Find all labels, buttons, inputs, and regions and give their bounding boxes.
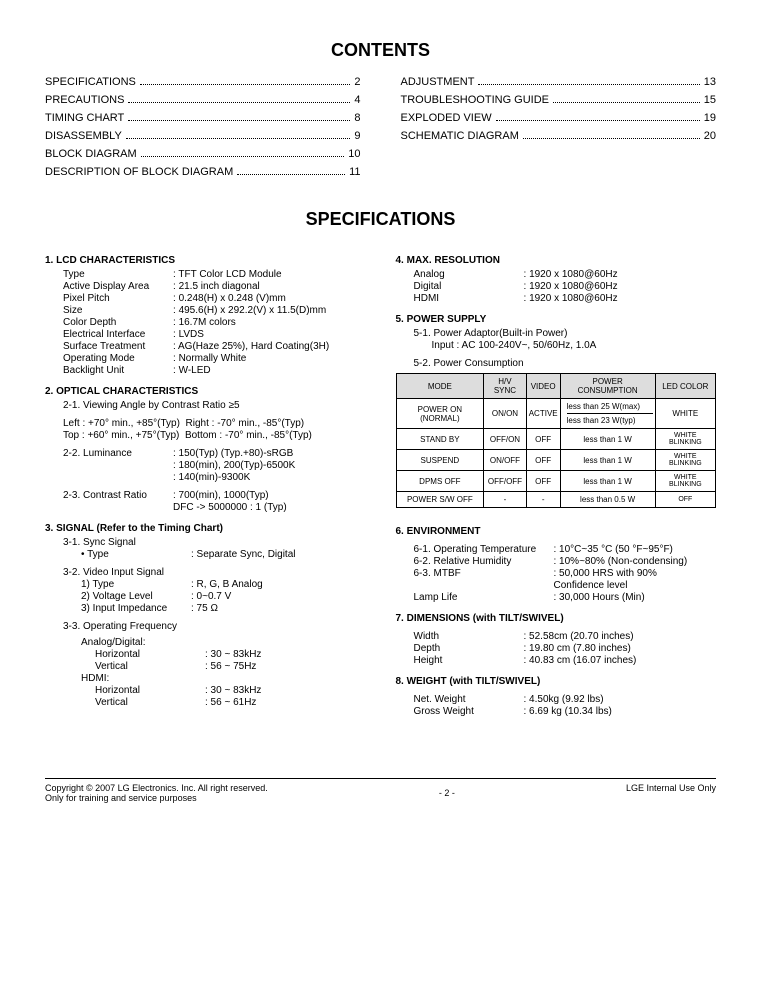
sec2-title: 2. OPTICAL CHARACTERISTICS <box>45 386 366 397</box>
toc-row: SPECIFICATIONS2 <box>45 76 361 88</box>
sec3-title: 3. SIGNAL (Refer to the Timing Chart) <box>45 523 366 534</box>
toc-row: DESCRIPTION OF BLOCK DIAGRAM11 <box>45 166 361 178</box>
sec4-title: 4. MAX. RESOLUTION <box>396 255 717 266</box>
copyright-line2: Only for training and service purposes <box>45 793 268 803</box>
sec2-luminance: 2-2. Luminance: 150(Typ) (Typ.+80)-sRGB <box>63 448 366 459</box>
sec2-angles-lr: Left : +70° min., +85°(Typ) Right : -70°… <box>63 418 366 429</box>
sec5-2: 5-2. Power Consumption <box>414 358 717 369</box>
sec3-1: 3-1. Sync Signal <box>63 537 366 548</box>
toc-row: ADJUSTMENT13 <box>401 76 717 88</box>
table-header: H/V SYNC <box>484 374 527 399</box>
page-number: - 2 - <box>439 788 455 798</box>
table-row: DPMS OFFOFF/OFFOFFless than 1 WWHITE BLI… <box>396 471 716 492</box>
spec-row: Color Depth16.7M colors <box>63 317 366 328</box>
spec-row: Width: 52.58cm (20.70 inches) <box>414 631 717 642</box>
spec-row: Operating ModeNormally White <box>63 353 366 364</box>
spec-row: Depth: 19.80 cm (7.80 inches) <box>414 643 717 654</box>
toc-row: TIMING CHART8 <box>45 112 361 124</box>
sec2-contrast: 2-3. Contrast Ratio: 700(min), 1000(Typ) <box>63 490 366 501</box>
sec8-title: 8. WEIGHT (with TILT/SWIVEL) <box>396 676 717 687</box>
table-header: MODE <box>396 374 484 399</box>
toc-row: DISASSEMBLY9 <box>45 130 361 142</box>
copyright-line1: Copyright © 2007 LG Electronics. Inc. Al… <box>45 783 268 793</box>
toc-row: PRECAUTIONS4 <box>45 94 361 106</box>
spec-row: Analog1920 x 1080@60Hz <box>414 269 717 280</box>
spec-row: Size495.6(H) x 292.2(V) x 11.5(D)mm <box>63 305 366 316</box>
specifications-heading: SPECIFICATIONS <box>45 209 716 230</box>
toc-row: BLOCK DIAGRAM10 <box>45 148 361 160</box>
spec-row: HDMI1920 x 1080@60Hz <box>414 293 717 304</box>
toc-row: TROUBLESHOOTING GUIDE15 <box>401 94 717 106</box>
footer-right: LGE Internal Use Only <box>626 783 716 793</box>
sec7-title: 7. DIMENSIONS (with TILT/SWIVEL) <box>396 613 717 624</box>
sec2-angles-tb: Top : +60° min., +75°(Typ) Bottom : -70°… <box>63 430 366 441</box>
power-consumption-table: MODEH/V SYNCVIDEOPOWER CONSUMPTIONLED CO… <box>396 373 717 508</box>
table-row: SUSPENDON/OFFOFFless than 1 WWHITE BLINK… <box>396 450 716 471</box>
table-row: POWER S/W OFF--less than 0.5 WOFF <box>396 492 716 508</box>
spec-row: Pixel Pitch0.248(H) x 0.248 (V)mm <box>63 293 366 304</box>
table-of-contents: SPECIFICATIONS2 PRECAUTIONS4 TIMING CHART8… <box>45 76 716 184</box>
sec3-3: 3-3. Operating Frequency <box>63 621 366 632</box>
spec-row: Digital1920 x 1080@60Hz <box>414 281 717 292</box>
spec-row: Gross Weight: 6.69 kg (10.34 lbs) <box>414 706 717 717</box>
sec5-1: 5-1. Power Adaptor(Built-in Power) <box>414 328 717 339</box>
sec3-2: 3-2. Video Input Signal <box>63 567 366 578</box>
sec2-1: 2-1. Viewing Angle by Contrast Ratio ≥5 <box>63 400 366 411</box>
table-header: POWER CONSUMPTION <box>560 374 655 399</box>
spec-row: Electrical InterfaceLVDS <box>63 329 366 340</box>
spec-row: Active Display Area21.5 inch diagonal <box>63 281 366 292</box>
sec3-hdmi: HDMI: <box>81 673 366 684</box>
sec6-title: 6. ENVIRONMENT <box>396 526 717 537</box>
spec-row: Backlight UnitW-LED <box>63 365 366 376</box>
table-row: STAND BYOFF/ONOFFless than 1 WWHITE BLIN… <box>396 429 716 450</box>
sec3-analog-digital: Analog/Digital: <box>81 637 366 648</box>
spec-row: Height: 40.83 cm (16.07 inches) <box>414 655 717 666</box>
spec-row: Surface TreatmentAG(Haze 25%), Hard Coat… <box>63 341 366 352</box>
contents-heading: CONTENTS <box>45 40 716 61</box>
table-row: POWER ON (NORMAL)ON/ONACTIVEless than 25… <box>396 399 716 429</box>
table-header: VIDEO <box>526 374 560 399</box>
spec-row: TypeTFT Color LCD Module <box>63 269 366 280</box>
sec1-title: 1. LCD CHARACTERISTICS <box>45 255 366 266</box>
table-header: LED COLOR <box>655 374 715 399</box>
spec-row: Net. Weight: 4.50kg (9.92 lbs) <box>414 694 717 705</box>
toc-row: SCHEMATIC DIAGRAM20 <box>401 130 717 142</box>
toc-row: EXPLODED VIEW19 <box>401 112 717 124</box>
page-footer: Copyright © 2007 LG Electronics. Inc. Al… <box>45 778 716 803</box>
sec5-1-input: Input : AC 100-240V~, 50/60Hz, 1.0A <box>432 340 717 351</box>
sec5-title: 5. POWER SUPPLY <box>396 314 717 325</box>
